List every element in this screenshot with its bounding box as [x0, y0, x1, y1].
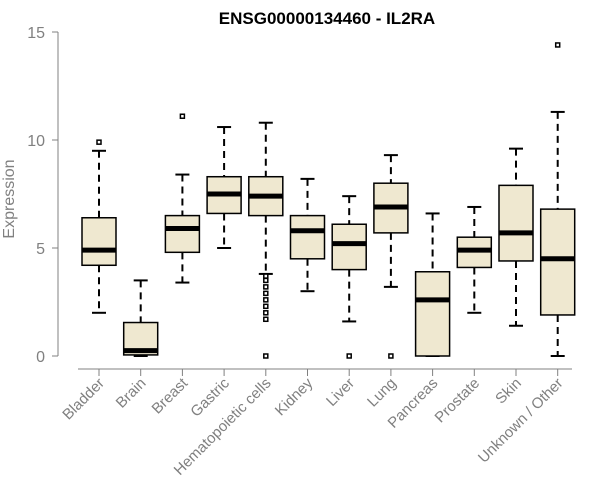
category-label: Brain	[113, 375, 150, 412]
outlier-point	[263, 303, 269, 310]
outlier-point	[554, 42, 561, 48]
outlier-point	[263, 284, 269, 290]
outlier-point	[263, 316, 269, 323]
y-axis-ticks: 0 5 10 15	[27, 25, 58, 366]
box-iqr	[331, 223, 367, 271]
box-series	[81, 42, 576, 359]
outlier-point	[346, 353, 352, 359]
y-axis-title: Expression	[1, 159, 18, 238]
outlier-point	[179, 113, 186, 119]
box-bladder	[81, 139, 117, 314]
box-gastric	[206, 126, 242, 249]
box-liver	[331, 195, 367, 359]
category-label: Skin	[492, 375, 525, 408]
box-kidney	[289, 177, 326, 293]
outlier-point	[388, 353, 394, 359]
box-lung	[373, 154, 409, 359]
outlier-point	[263, 297, 269, 303]
category-label: Breast	[149, 374, 192, 417]
box-iqr	[539, 208, 576, 316]
category-label: Lung	[364, 375, 400, 411]
box-iqr	[164, 214, 201, 254]
box-breast	[164, 113, 201, 284]
x-axis-ticks	[98, 369, 559, 376]
outlier-point	[263, 273, 269, 279]
outlier-point	[263, 353, 269, 359]
box-unknown-other	[539, 42, 576, 357]
y-tick-label: 15	[27, 25, 45, 42]
outlier-point	[263, 290, 269, 297]
box-iqr	[289, 214, 326, 260]
box-iqr	[81, 217, 117, 267]
box-prostate	[456, 205, 493, 314]
chart-title: ENSG00000134460 - IL2RA	[219, 9, 435, 28]
box-pancreas	[414, 212, 451, 357]
box-iqr	[498, 184, 534, 262]
category-label: Kidney	[272, 374, 317, 419]
outlier-point	[96, 139, 102, 145]
box-brain	[122, 279, 159, 357]
y-tick-label: 10	[27, 133, 45, 150]
y-tick-label: 5	[36, 241, 45, 258]
box-skin	[498, 147, 534, 327]
category-label: Bladder	[59, 375, 108, 424]
category-label: Liver	[323, 375, 358, 410]
category-label: Prostate	[432, 375, 484, 427]
y-tick-label: 0	[36, 349, 45, 366]
box-hematopoietic-cells	[248, 121, 284, 359]
box-iqr	[414, 271, 451, 357]
outlier-point	[263, 310, 269, 316]
outlier-point	[263, 277, 269, 284]
